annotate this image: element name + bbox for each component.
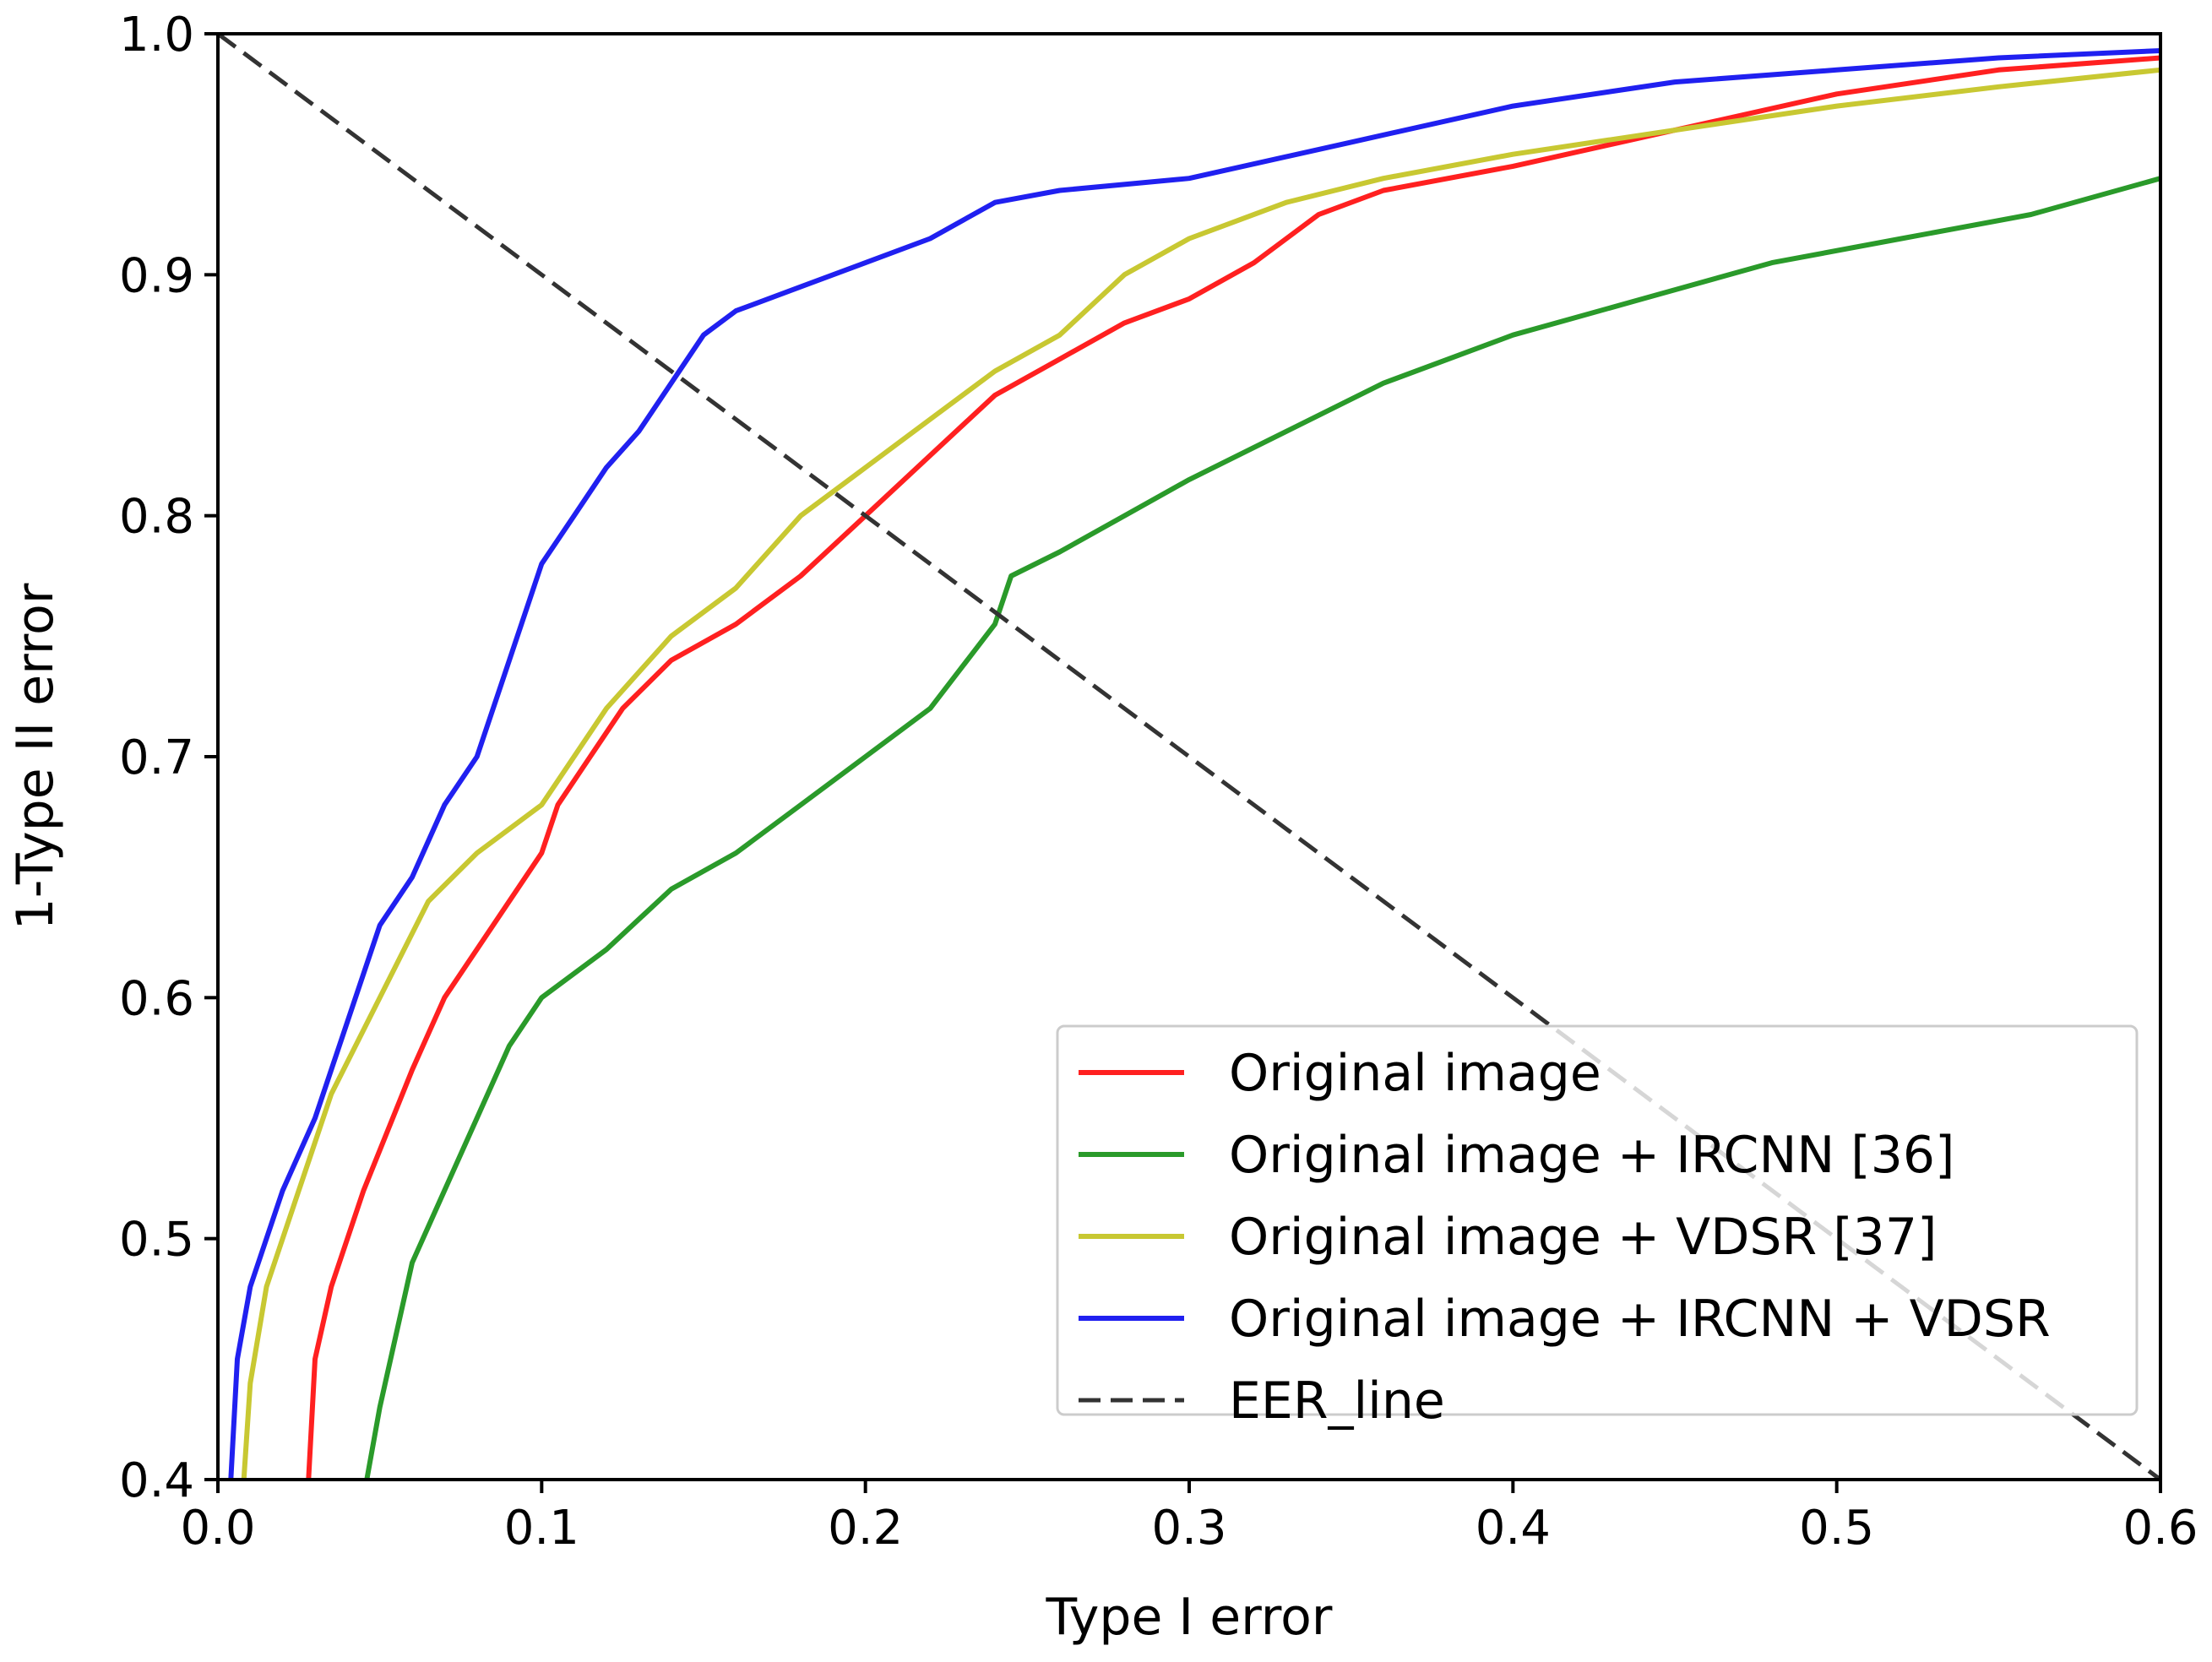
x-tick-label: 0.3 [1151, 1501, 1226, 1556]
y-tick-label: 1.0 [119, 8, 194, 62]
x-tick-label: 0.1 [504, 1501, 579, 1556]
legend-label: EER_line [1229, 1371, 1445, 1431]
x-tick-label: 0.0 [180, 1501, 255, 1556]
legend-label: Original image + IRCNN + VDSR [1229, 1290, 2051, 1349]
series-line-4 [216, 31, 2162, 1482]
y-tick-label: 0.7 [119, 731, 194, 785]
legend-label: Original image [1229, 1044, 1601, 1103]
series-line-0 [306, 55, 2161, 1480]
x-tick-label: 0.2 [828, 1501, 903, 1556]
x-tick-label: 0.6 [2122, 1501, 2198, 1556]
series-line-3 [228, 48, 2161, 1480]
legend-label: Original image + IRCNN [36] [1229, 1126, 1954, 1185]
series-line-2 [241, 67, 2161, 1480]
y-tick-label: 0.5 [119, 1213, 194, 1268]
y-tick-label: 0.9 [119, 248, 194, 303]
x-axis-label: Type I error [1046, 1588, 1333, 1647]
y-axis-label: 1-Type II error [6, 583, 65, 930]
plot-lines [216, 31, 2162, 1482]
x-axis-ticks: 0.0 0.1 0.2 0.3 0.4 0.5 0.6 [180, 1480, 2198, 1556]
y-axis-ticks: 0.4 0.5 0.6 0.7 0.8 0.9 1.0 [119, 8, 218, 1508]
legend-box [1056, 1024, 2139, 1416]
x-tick-label: 0.4 [1476, 1501, 1551, 1556]
y-tick-label: 0.8 [119, 490, 194, 545]
legend-label: Original image + VDSR [37] [1229, 1208, 1937, 1267]
series-line-1 [364, 176, 2161, 1480]
x-tick-label: 0.5 [1799, 1501, 1874, 1556]
y-tick-label: 0.4 [119, 1453, 194, 1508]
legend: Original image Original image + IRCNN [36… [1056, 1024, 2139, 1431]
y-tick-label: 0.6 [119, 971, 194, 1026]
